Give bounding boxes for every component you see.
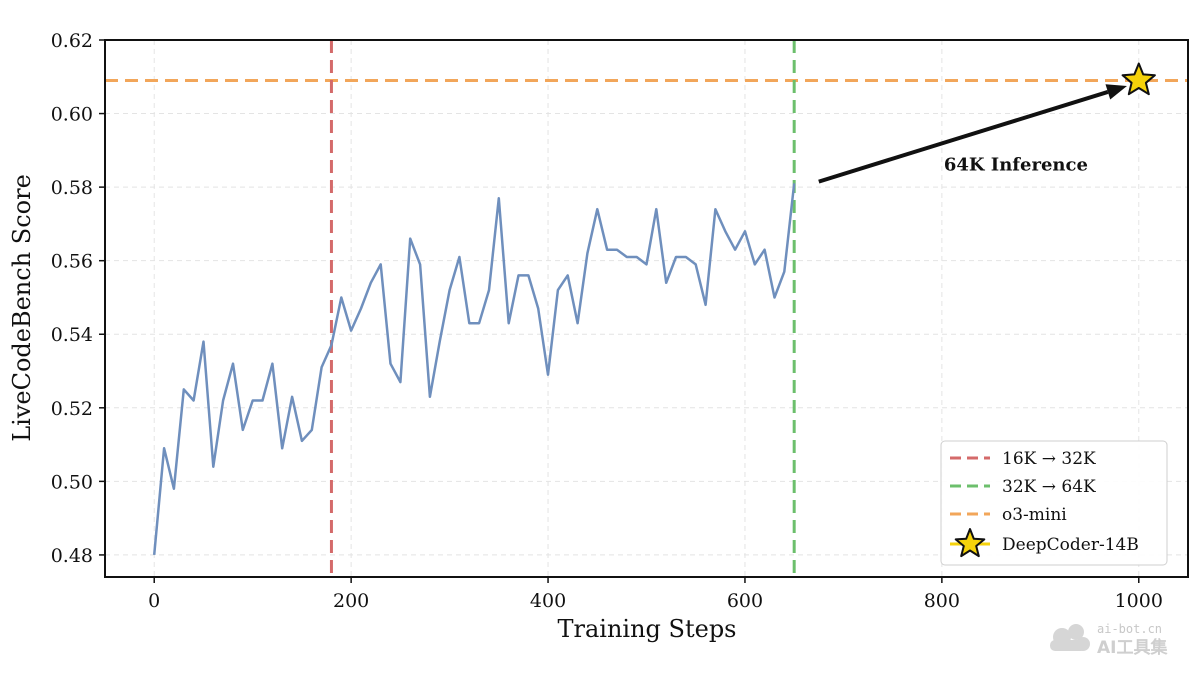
x-tick-label: 1000 <box>1115 590 1163 612</box>
series-line-training <box>152 183 796 556</box>
x-tick-label: 0 <box>148 590 160 612</box>
y-tick-label: 0.52 <box>51 398 93 420</box>
annotation-text: 64K Inference <box>944 155 1088 176</box>
legend-label-2: o3-mini <box>1002 505 1067 525</box>
plot-frame <box>104 39 1189 578</box>
x-tick-label: 200 <box>333 590 369 612</box>
legend-label-0: 16K → 32K <box>1002 449 1096 469</box>
watermark-site: ai-bot.cn <box>1097 622 1162 636</box>
y-tick-label: 0.48 <box>51 545 93 567</box>
ticks: 0 200 400 600 800 1000 0.48 0.50 0.52 0.54 0.56 0.5… <box>51 30 1163 612</box>
reference-lines <box>105 40 1188 577</box>
legend-box <box>940 440 1168 566</box>
markers <box>1121 62 1156 96</box>
series-group <box>152 183 796 556</box>
legend-label-1: 32K → 64K <box>1002 477 1096 497</box>
legend-label-3: DeepCoder-14B <box>1002 535 1139 555</box>
deepcoder-star-icon <box>1121 62 1156 96</box>
legend-star-icon <box>954 528 986 558</box>
y-tick-label: 0.54 <box>51 324 93 346</box>
x-axis-title: Training Steps <box>557 615 736 643</box>
annotation-arrow-shaft <box>818 89 1109 184</box>
x-tick-label: 600 <box>727 590 763 612</box>
x-tick-label: 800 <box>924 590 960 612</box>
legend: 16K → 32K 32K → 64K o3-mini DeepCoder-14B <box>940 440 1168 566</box>
y-tick-label: 0.62 <box>51 30 93 52</box>
watermark-name: AI工具集 <box>1097 637 1168 658</box>
watermark: ai-bot.cn AI工具集 <box>1050 622 1168 658</box>
y-tick-label: 0.50 <box>51 471 93 493</box>
y-axis-title: LiveCodeBench Score <box>8 174 36 442</box>
watermark-logo-icon <box>1050 624 1090 651</box>
y-tick-label: 0.60 <box>51 104 93 126</box>
x-tick-label: 400 <box>530 590 566 612</box>
annotation-arrow-head-icon <box>1105 84 1127 100</box>
annotation: 64K Inference <box>818 84 1127 184</box>
y-tick-label: 0.56 <box>51 251 93 273</box>
y-tick-label: 0.58 <box>51 177 93 199</box>
